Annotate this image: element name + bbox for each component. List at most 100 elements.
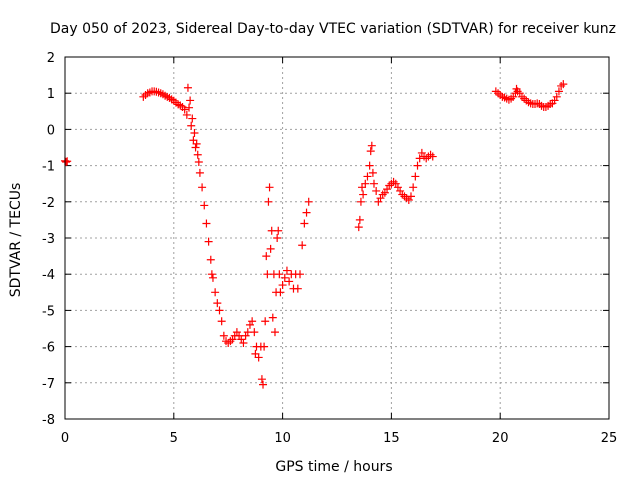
x-axis-label: GPS time / hours — [275, 459, 392, 475]
y-tick-label: -7 — [42, 377, 55, 392]
data-point — [260, 342, 269, 351]
data-point — [274, 226, 283, 235]
data-point — [211, 288, 220, 297]
data-point — [372, 186, 381, 195]
data-point — [393, 183, 402, 192]
data-point — [293, 284, 302, 293]
data-point — [180, 105, 189, 114]
data-point — [404, 195, 413, 204]
data-point — [262, 252, 271, 261]
data-point — [248, 317, 257, 326]
data-point — [411, 172, 420, 181]
data-point — [273, 234, 282, 242]
data-point — [302, 208, 311, 217]
data-point — [369, 179, 378, 188]
data-point — [62, 157, 71, 166]
data-point — [264, 197, 273, 206]
x-tick-label: 0 — [61, 431, 69, 446]
data-point — [200, 201, 209, 210]
data-point — [245, 320, 254, 329]
data-point — [208, 273, 217, 282]
data-point — [398, 190, 407, 199]
y-tick-label: -2 — [42, 196, 55, 211]
data-point — [213, 299, 222, 308]
data-point — [261, 317, 270, 326]
data-point — [194, 157, 203, 166]
plot-frame — [64, 56, 610, 420]
x-tick-label: 25 — [601, 431, 618, 446]
data-point — [217, 317, 226, 326]
data-point — [494, 89, 503, 98]
y-axis-label: SDTVAR / TECUs — [8, 183, 24, 298]
data-point — [417, 148, 426, 157]
data-point — [520, 94, 529, 103]
data-point — [389, 177, 398, 186]
y-tick-label: -1 — [42, 160, 55, 175]
x-tick-labels: 0 5 10 15 20 25 — [61, 431, 617, 446]
data-point — [391, 179, 400, 188]
data-point — [367, 141, 376, 150]
data-point — [304, 197, 313, 206]
data-points — [61, 80, 568, 389]
data-point — [383, 185, 392, 194]
data-point — [193, 150, 202, 159]
data-point — [409, 183, 418, 192]
data-point — [385, 181, 394, 190]
x-tick-label: 15 — [383, 431, 400, 446]
data-point — [266, 244, 275, 253]
y-tick-labels: -8 -7 -6 -5 -4 -3 -2 -1 0 1 2 — [42, 51, 55, 428]
grid — [65, 57, 609, 419]
data-point — [270, 328, 279, 337]
data-point — [368, 168, 377, 177]
data-point — [265, 183, 274, 192]
y-tick-label: -6 — [42, 341, 55, 356]
data-point — [139, 92, 148, 101]
data-point — [186, 96, 195, 105]
data-point — [192, 139, 201, 148]
data-point — [254, 353, 263, 362]
data-point — [202, 219, 211, 228]
data-point — [298, 241, 307, 250]
data-point — [237, 335, 246, 344]
data-point — [557, 81, 566, 90]
data-point — [361, 179, 370, 188]
data-point — [426, 150, 435, 159]
data-point — [356, 197, 365, 206]
y-tick-label: -8 — [42, 413, 55, 428]
data-point — [276, 288, 285, 297]
data-point — [374, 197, 383, 206]
data-point — [300, 219, 309, 228]
y-tick-label: 2 — [47, 51, 55, 66]
data-point — [204, 237, 213, 246]
data-point — [191, 143, 200, 152]
data-point — [275, 270, 284, 279]
data-point — [524, 98, 533, 107]
data-point — [206, 255, 215, 264]
y-tick-label: 1 — [47, 87, 55, 102]
data-point — [226, 337, 235, 346]
data-point — [215, 306, 224, 315]
chart-title: Day 050 of 2023, Sidereal Day-to-day VTE… — [50, 21, 616, 37]
data-point — [143, 89, 152, 98]
data-point — [354, 223, 363, 232]
data-point — [63, 157, 72, 166]
data-point — [232, 328, 241, 337]
data-point — [359, 190, 368, 199]
data-point — [285, 277, 294, 286]
data-point — [406, 192, 415, 201]
data-point — [507, 94, 516, 103]
data-point — [198, 183, 207, 192]
data-point — [554, 87, 563, 96]
y-tick-label: 0 — [47, 123, 55, 138]
data-point — [219, 331, 228, 340]
data-point — [182, 110, 191, 119]
data-point — [366, 147, 375, 156]
data-point — [188, 114, 197, 123]
data-point — [396, 186, 405, 195]
x-tick-label: 5 — [170, 431, 178, 446]
data-point — [413, 161, 422, 170]
data-point — [250, 328, 259, 337]
data-point — [559, 80, 568, 89]
